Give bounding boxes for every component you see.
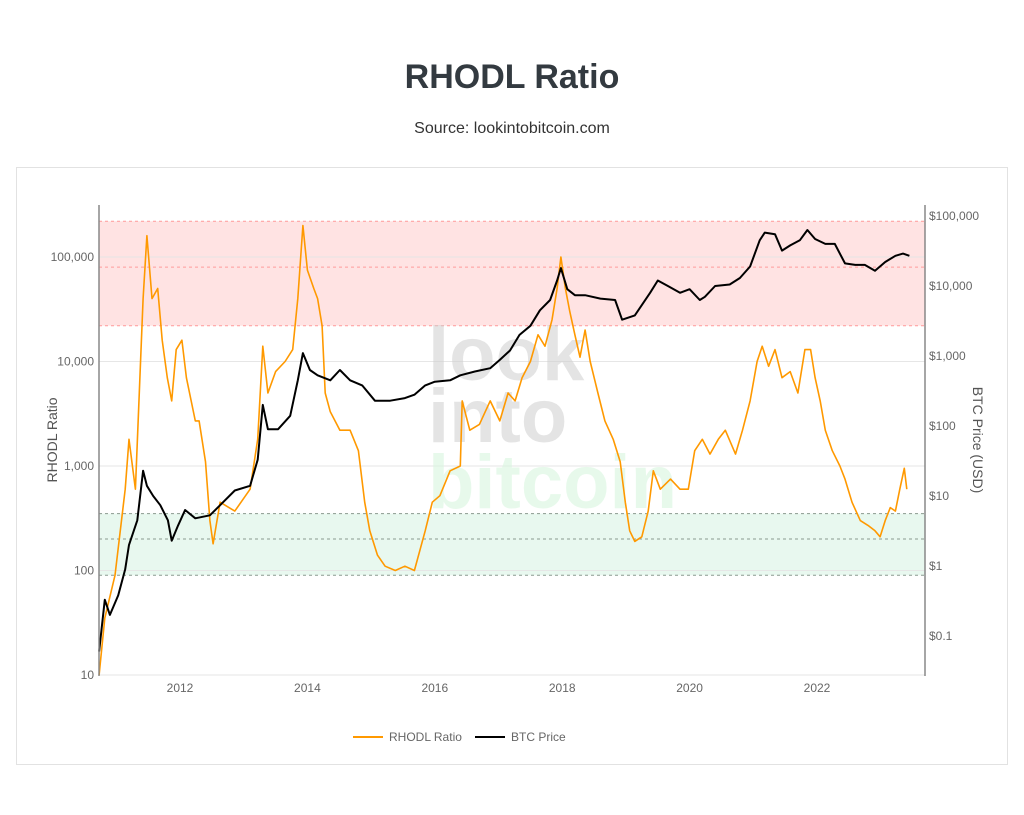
x-tick-label: 2020 — [676, 681, 703, 695]
chart-title: RHODL Ratio — [404, 58, 620, 96]
x-tick-label: 2016 — [421, 681, 448, 695]
y-tick-label: 100 — [74, 564, 94, 578]
y2-tick-label: $100 — [929, 419, 956, 433]
btc-price-line — [98, 229, 910, 652]
y2-tick-label: $1,000 — [929, 349, 966, 363]
watermark-bitcoin: bitcoin — [428, 440, 677, 525]
y-tick-label: 10,000 — [57, 355, 94, 369]
chart-source: Source: lookintobitcoin.com — [414, 120, 610, 137]
x-tick-label: 2012 — [167, 681, 194, 695]
x-tick-label: 2014 — [294, 681, 321, 695]
y2-tick-label: $10,000 — [929, 279, 973, 293]
y-tick-label: 10 — [81, 668, 95, 682]
legend-rhodl-label[interactable]: RHODL Ratio — [389, 730, 462, 744]
legend-btc-label[interactable]: BTC Price — [511, 730, 566, 744]
watermark: look into bitcoin — [428, 312, 677, 525]
overvalued-band — [99, 221, 925, 326]
y2-tick-label: $10 — [929, 489, 949, 503]
rhodl-ratio-line — [98, 224, 908, 676]
legend: RHODL Ratio BTC Price — [353, 730, 566, 744]
undervalued-band — [99, 513, 925, 576]
y2-axis-title: BTC Price (USD) — [970, 387, 986, 494]
x-tick-label: 2022 — [804, 681, 831, 695]
x-tick-label: 2018 — [549, 681, 576, 695]
chart-frame — [16, 167, 1008, 765]
y2-tick-label: $0.1 — [929, 629, 953, 643]
y-tick-label: 1,000 — [64, 459, 94, 473]
y-axis-title: RHODL Ratio — [44, 397, 60, 482]
y2-tick-label: $100,000 — [929, 209, 979, 223]
y-tick-label: 100,000 — [51, 250, 95, 264]
y2-tick-label: $1 — [929, 559, 943, 573]
